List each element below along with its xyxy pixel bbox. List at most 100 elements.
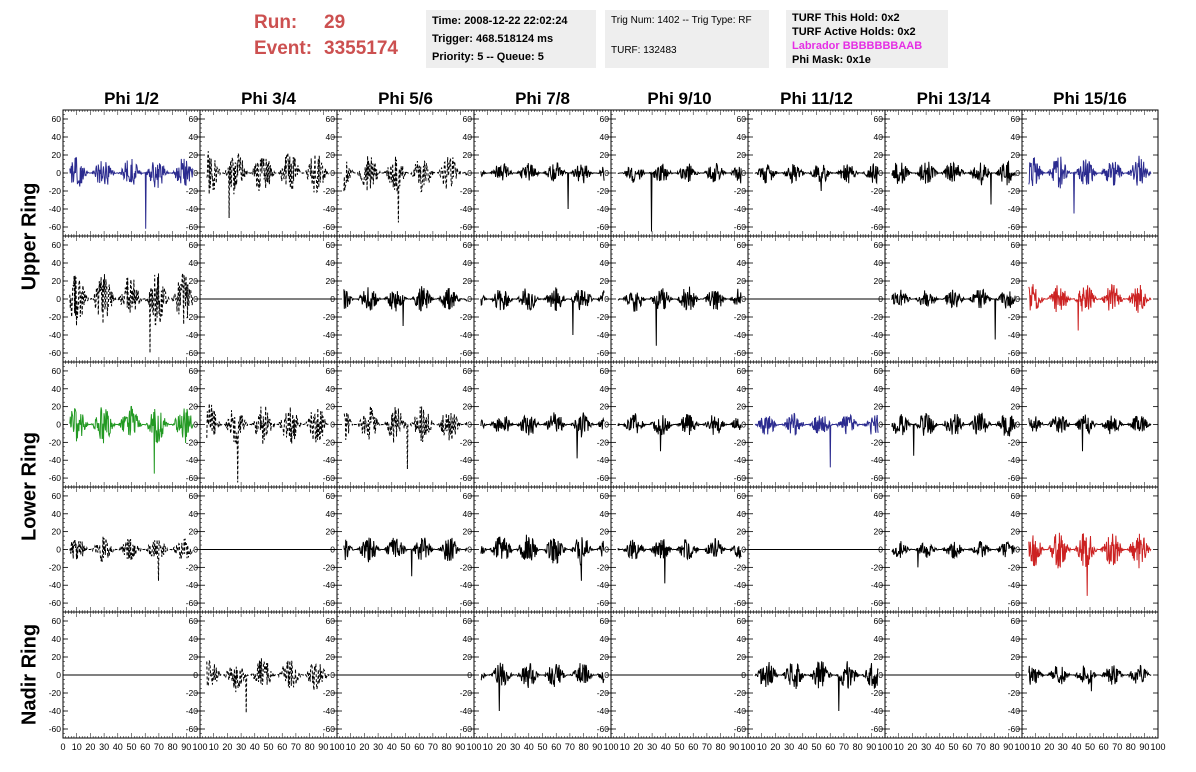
- y-tick-label: 60: [1011, 114, 1021, 124]
- event-label: Event:: [254, 36, 324, 62]
- waveform-trace: [617, 413, 742, 452]
- y-tick-label: 40: [600, 509, 610, 519]
- y-tick-label: 20: [874, 402, 884, 412]
- y-tick-label: 20: [52, 402, 62, 412]
- y-tick-label: 60: [1011, 366, 1021, 376]
- y-tick-label: -40: [1008, 204, 1021, 214]
- y-tick-label: -60: [734, 348, 747, 358]
- y-tick-label: 40: [874, 258, 884, 268]
- y-tick-label: 60: [326, 491, 336, 501]
- y-tick-label: 60: [737, 114, 747, 124]
- waveform-trace: [1028, 283, 1152, 331]
- y-tick-label: 40: [326, 509, 336, 519]
- y-tick-label: 40: [600, 132, 610, 142]
- y-tick-label: -20: [49, 186, 62, 196]
- y-tick-label: -60: [49, 348, 62, 358]
- y-tick-label: -20: [460, 186, 473, 196]
- y-tick-label: 0: [467, 420, 472, 430]
- y-tick-label: 20: [52, 652, 62, 662]
- y-tick-label: -40: [49, 455, 62, 465]
- y-tick-label: 20: [326, 527, 336, 537]
- y-tick-label: 40: [463, 258, 473, 268]
- y-tick-label: 0: [1015, 168, 1020, 178]
- y-tick-label: -60: [186, 473, 199, 483]
- event-value: 3355174: [324, 36, 398, 62]
- y-tick-label: 0: [1015, 545, 1020, 555]
- y-tick-label: -40: [1008, 455, 1021, 465]
- run-value: 29: [324, 10, 345, 36]
- y-tick-label: -60: [597, 222, 610, 232]
- y-tick-label: -60: [323, 473, 336, 483]
- waveform-trace: [206, 403, 331, 483]
- y-tick-label: -60: [597, 598, 610, 608]
- y-tick-label: -40: [597, 330, 610, 340]
- waveform-trace: [617, 538, 742, 584]
- y-tick-label: 60: [1011, 491, 1021, 501]
- y-tick-label: -40: [460, 455, 473, 465]
- waveform-trace: [343, 405, 468, 470]
- y-tick-label: 0: [1015, 294, 1020, 304]
- y-tick-label: 60: [189, 366, 199, 376]
- y-tick-label: -60: [323, 598, 336, 608]
- y-tick-label: -40: [323, 455, 336, 465]
- y-tick-label: -40: [597, 455, 610, 465]
- y-tick-label: 40: [600, 384, 610, 394]
- y-tick-label: -60: [734, 473, 747, 483]
- y-tick-label: 0: [330, 294, 335, 304]
- y-tick-label: 20: [463, 276, 473, 286]
- y-tick-label: -40: [734, 455, 747, 465]
- y-tick-label: 0: [878, 420, 883, 430]
- trigger-info-box: Trig Num: 1402 -- Trig Type: RF TURF: 13…: [605, 10, 769, 68]
- y-tick-label: 40: [463, 384, 473, 394]
- y-tick-label: -20: [734, 562, 747, 572]
- turf-this-hold-text: TURF This Hold: 0x2: [792, 11, 942, 25]
- y-tick-label: -60: [460, 598, 473, 608]
- y-tick-label: 20: [52, 276, 62, 286]
- y-tick-label: -40: [871, 204, 884, 214]
- waveform-trace: [617, 162, 742, 232]
- y-tick-label: 0: [56, 294, 61, 304]
- column-title: Phi 3/4: [241, 89, 296, 108]
- y-tick-label: -60: [460, 348, 473, 358]
- y-tick-label: -20: [734, 186, 747, 196]
- y-tick-label: -40: [186, 330, 199, 340]
- y-tick-label: -20: [871, 437, 884, 447]
- y-tick-label: 40: [52, 132, 62, 142]
- y-tick-label: 40: [463, 132, 473, 142]
- waveform-trace: [1028, 414, 1152, 452]
- y-tick-label: -20: [323, 562, 336, 572]
- y-tick-label: 0: [193, 294, 198, 304]
- y-tick-label: -40: [734, 204, 747, 214]
- y-tick-label: -60: [871, 348, 884, 358]
- y-tick-label: 40: [1011, 258, 1021, 268]
- column-title: Phi 9/10: [647, 89, 711, 108]
- y-tick-label: -40: [871, 580, 884, 590]
- y-tick-label: 0: [878, 168, 883, 178]
- y-tick-label: 40: [189, 132, 199, 142]
- y-tick-label: 0: [604, 420, 609, 430]
- y-tick-label: -60: [597, 473, 610, 483]
- y-tick-label: -40: [597, 580, 610, 590]
- y-tick-label: 20: [874, 150, 884, 160]
- y-tick-label: -60: [871, 473, 884, 483]
- y-tick-label: 40: [737, 384, 747, 394]
- y-tick-label: -40: [49, 204, 62, 214]
- y-tick-label: 20: [737, 527, 747, 537]
- y-tick-label: -40: [323, 580, 336, 590]
- y-tick-label: 20: [600, 402, 610, 412]
- run-label: Run:: [254, 10, 324, 36]
- y-tick-label: 0: [330, 545, 335, 555]
- trigger-text: Trigger: 468.518124 ms: [432, 30, 590, 48]
- y-tick-label: -20: [1008, 437, 1021, 447]
- y-tick-label: 20: [737, 402, 747, 412]
- y-tick-label: -20: [186, 186, 199, 196]
- y-tick-label: 60: [52, 616, 62, 626]
- y-tick-label: -20: [49, 688, 62, 698]
- waveform-trace: [69, 405, 194, 474]
- waveform-trace: [891, 288, 1016, 340]
- y-tick-label: 20: [189, 527, 199, 537]
- column-title: Phi 13/14: [917, 89, 991, 108]
- y-tick-label: 20: [463, 150, 473, 160]
- y-tick-label: -40: [49, 330, 62, 340]
- y-tick-label: 0: [467, 294, 472, 304]
